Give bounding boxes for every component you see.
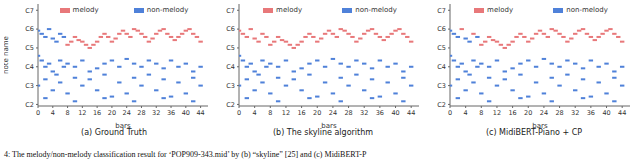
svg-text:24: 24 [540, 109, 548, 117]
svg-text:28: 28 [137, 109, 145, 117]
svg-text:0: 0 [448, 109, 452, 117]
svg-text:C5: C5 [226, 44, 235, 52]
svg-text:36: 36 [587, 109, 595, 117]
svg-text:28: 28 [344, 109, 352, 117]
svg-text:0: 0 [237, 109, 241, 117]
svg-text:44: 44 [618, 109, 626, 117]
svg-text:C5: C5 [437, 44, 446, 52]
html-text:4: The melody/non-melody class: 4: The melody/non-melody classification … [4, 150, 367, 159]
svg-text:20: 20 [313, 109, 321, 117]
svg-text:C6: C6 [226, 25, 235, 33]
html-text:(a) Ground Truth: (a) Ground Truth [81, 128, 147, 137]
svg-text:note name: note name [8, 36, 10, 74]
html-text:non-melody: non-melody [566, 6, 608, 14]
html-text:non-melody: non-melody [355, 6, 397, 14]
svg-text:44: 44 [196, 109, 204, 117]
svg-text:24: 24 [123, 109, 131, 117]
svg-text:20: 20 [108, 109, 116, 117]
svg-text:4: 4 [253, 109, 257, 117]
svg-text:16: 16 [508, 109, 516, 117]
svg-text:40: 40 [182, 109, 190, 117]
svg-text:36: 36 [376, 109, 384, 117]
svg-text:12: 12 [282, 109, 290, 117]
svg-text:C4: C4 [437, 63, 446, 71]
html-text:melody: melody [487, 6, 513, 14]
svg-text:bars: bars [321, 122, 337, 128]
svg-text:C2: C2 [25, 101, 34, 109]
html-text:(b) The skyline algorithm: (b) The skyline algorithm [272, 128, 374, 137]
svg-text:32: 32 [571, 109, 579, 117]
svg-text:C6: C6 [437, 25, 446, 33]
svg-text:C3: C3 [25, 82, 34, 90]
svg-text:8: 8 [479, 109, 483, 117]
html-text:(c) MidiBERT-Piano + CP: (c) MidiBERT-Piano + CP [485, 128, 582, 137]
svg-text:32: 32 [152, 109, 160, 117]
svg-text:C4: C4 [25, 63, 34, 71]
svg-text:4: 4 [51, 109, 55, 117]
svg-text:32: 32 [360, 109, 368, 117]
svg-text:12: 12 [78, 109, 86, 117]
svg-text:12: 12 [493, 109, 501, 117]
svg-text:C6: C6 [25, 25, 34, 33]
svg-text:8: 8 [65, 109, 69, 117]
svg-text:40: 40 [391, 109, 399, 117]
html-text:melody: melody [72, 6, 99, 14]
html-text:non-melody: non-melody [146, 6, 189, 14]
svg-text:C3: C3 [226, 82, 235, 90]
svg-text:C2: C2 [437, 101, 446, 109]
svg-text:20: 20 [524, 109, 532, 117]
svg-text:C7: C7 [226, 7, 235, 15]
svg-text:36: 36 [167, 109, 175, 117]
svg-text:C2: C2 [226, 101, 235, 109]
svg-text:C5: C5 [25, 44, 34, 52]
svg-text:C7: C7 [437, 7, 446, 15]
svg-text:bars: bars [115, 122, 131, 128]
svg-text:C7: C7 [25, 7, 34, 15]
svg-text:4: 4 [464, 109, 468, 117]
svg-text:0: 0 [36, 109, 40, 117]
svg-text:28: 28 [555, 109, 563, 117]
svg-text:bars: bars [532, 122, 548, 128]
svg-text:16: 16 [297, 109, 305, 117]
svg-text:44: 44 [407, 109, 415, 117]
svg-text:40: 40 [602, 109, 610, 117]
svg-text:24: 24 [329, 109, 337, 117]
html-text:melody: melody [276, 6, 302, 14]
svg-text:C4: C4 [226, 63, 235, 71]
svg-text:C3: C3 [437, 82, 446, 90]
svg-text:16: 16 [93, 109, 101, 117]
svg-text:8: 8 [268, 109, 272, 117]
